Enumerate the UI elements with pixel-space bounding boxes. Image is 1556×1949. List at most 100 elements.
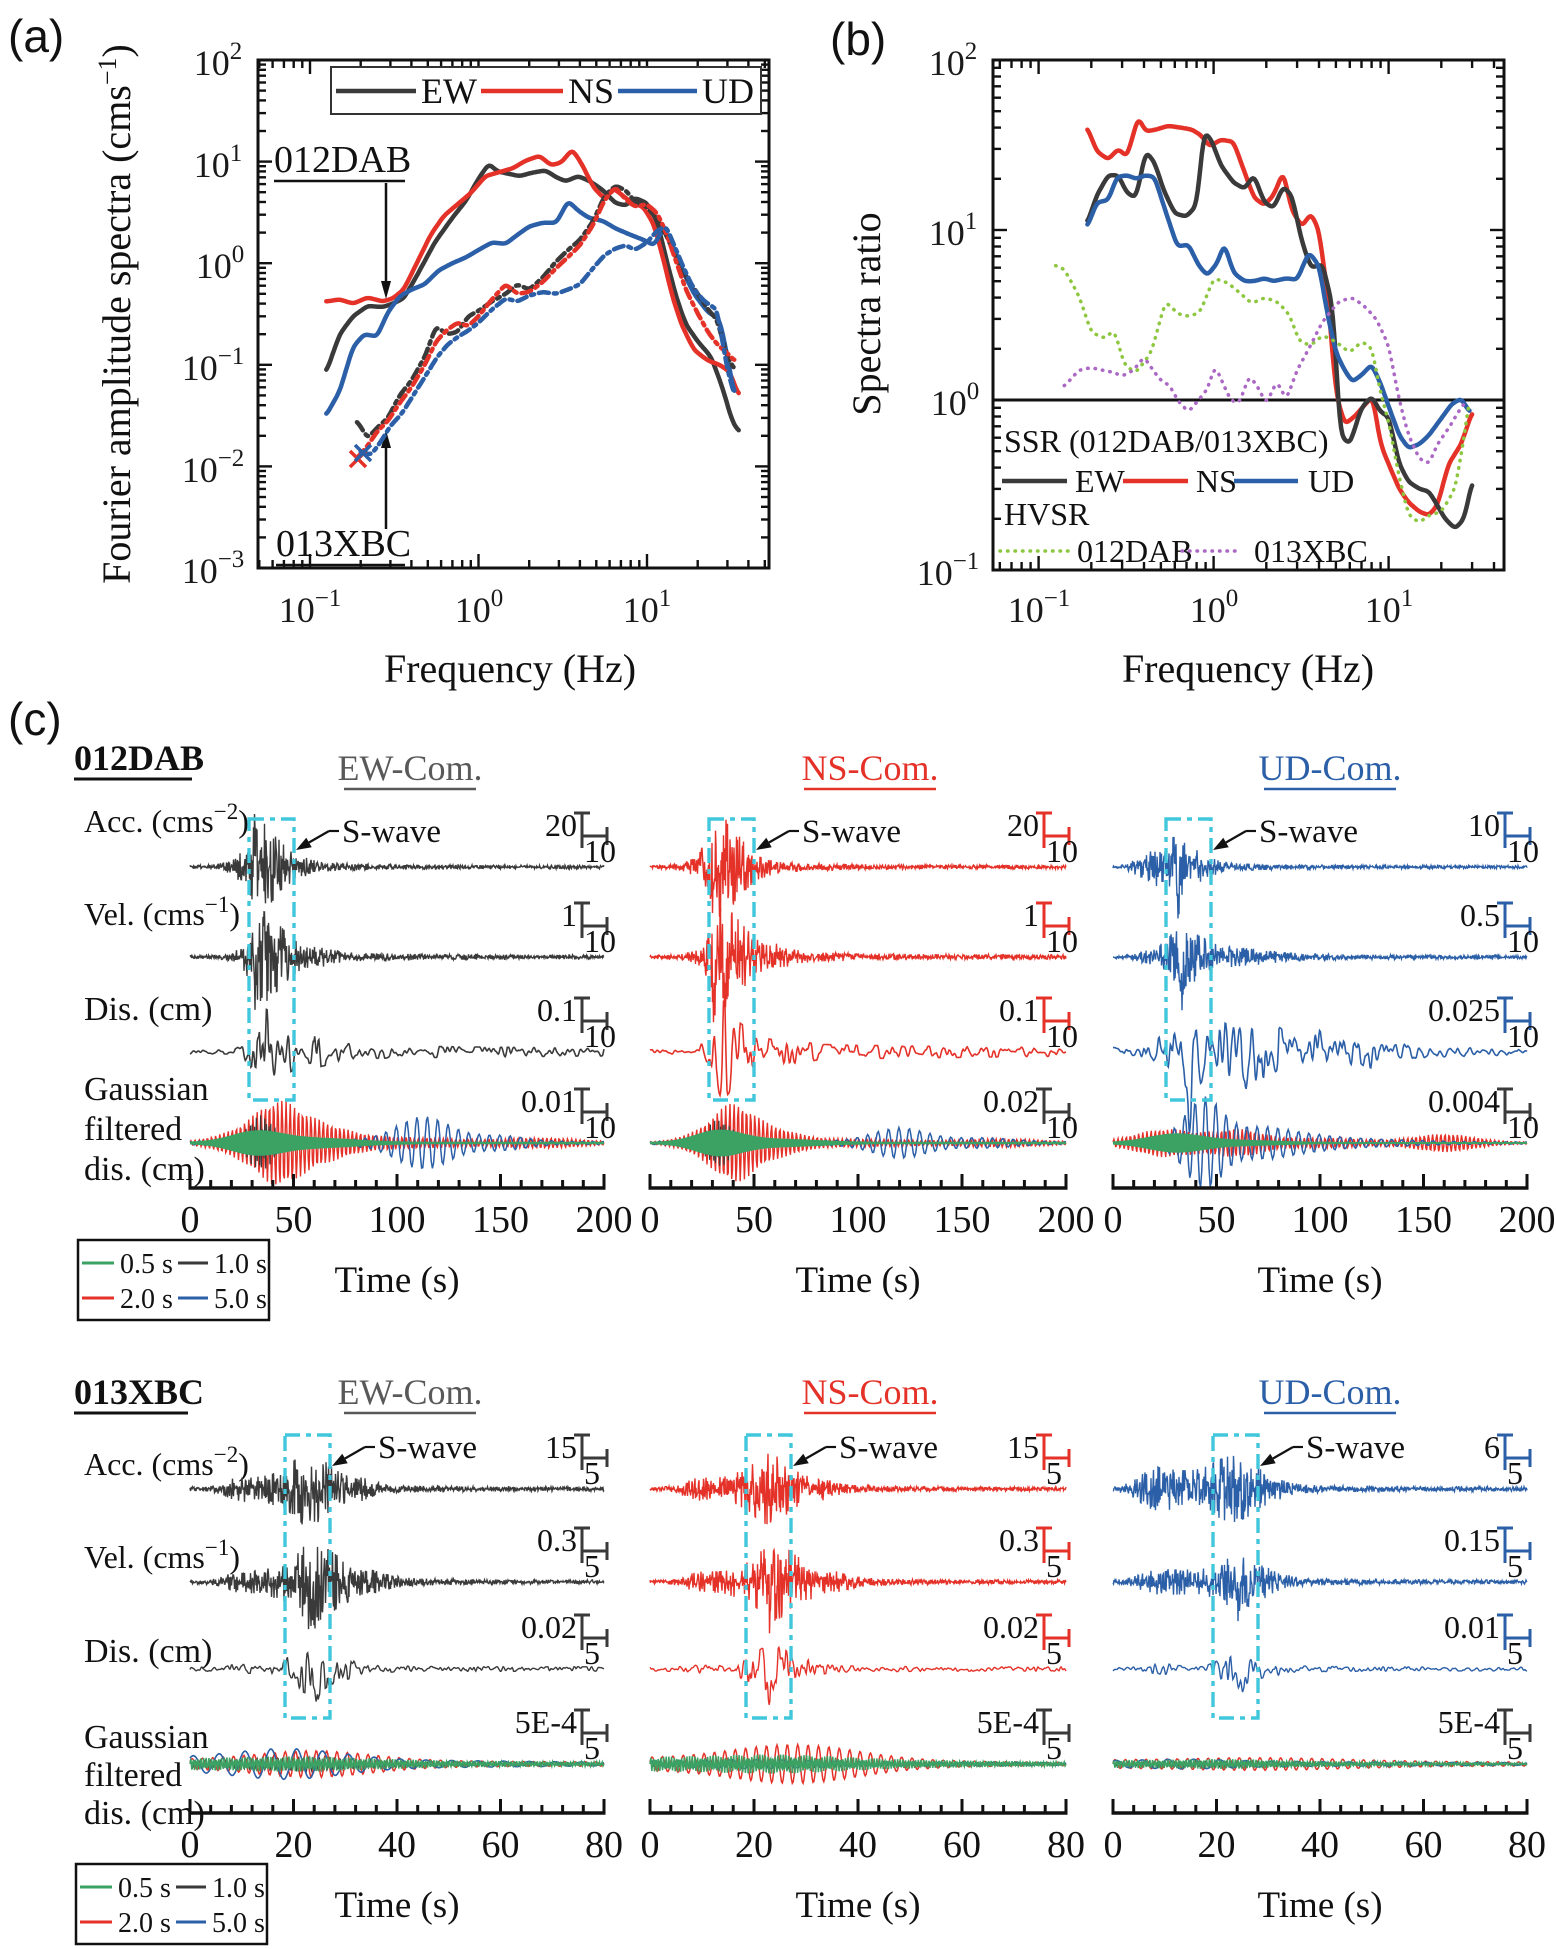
svg-text:10: 10: [1046, 1109, 1078, 1145]
svg-text:5E-4: 5E-4: [1438, 1704, 1500, 1740]
svg-text:0.004: 0.004: [1428, 1083, 1500, 1119]
svg-text:15: 15: [1007, 1429, 1039, 1465]
svg-text:Fourier amplitude spectra (cms: Fourier amplitude spectra (cms−1): [93, 44, 139, 584]
svg-text:10: 10: [584, 1018, 616, 1054]
svg-text:5E-4: 5E-4: [515, 1704, 577, 1740]
svg-text:1: 1: [561, 897, 577, 933]
svg-text:60: 60: [1405, 1824, 1443, 1866]
svg-text:dis. (cm): dis. (cm): [84, 1151, 205, 1188]
svg-text:Dis. (cm): Dis. (cm): [84, 1633, 212, 1670]
svg-text:10: 10: [1507, 923, 1539, 959]
svg-text:UD-Com.: UD-Com.: [1259, 1372, 1402, 1412]
svg-text:0.1: 0.1: [537, 992, 577, 1028]
svg-text:5.0 s: 5.0 s: [214, 1284, 267, 1315]
svg-text:dis. (cm): dis. (cm): [84, 1795, 205, 1832]
svg-text:10−3: 10−3: [182, 546, 245, 591]
svg-text:012DAB: 012DAB: [1077, 533, 1193, 569]
svg-text:150: 150: [1395, 1199, 1452, 1241]
svg-text:5: 5: [584, 1730, 600, 1766]
svg-text:40: 40: [378, 1824, 416, 1866]
svg-text:0: 0: [1104, 1199, 1123, 1241]
svg-text:10: 10: [1468, 807, 1500, 843]
svg-text:100: 100: [1292, 1199, 1349, 1241]
svg-text:5: 5: [1046, 1635, 1062, 1671]
svg-text:0.1: 0.1: [999, 992, 1039, 1028]
svg-text:5: 5: [1507, 1730, 1523, 1766]
svg-text:0.3: 0.3: [999, 1522, 1039, 1558]
svg-text:(c): (c): [8, 693, 62, 745]
svg-text:UD: UD: [1308, 463, 1354, 499]
svg-text:10: 10: [584, 833, 616, 869]
svg-text:0.3: 0.3: [537, 1522, 577, 1558]
svg-text:5E-4: 5E-4: [977, 1704, 1039, 1740]
svg-text:0.02: 0.02: [521, 1609, 577, 1645]
svg-text:Time (s): Time (s): [1257, 1260, 1382, 1301]
svg-text:0: 0: [181, 1824, 200, 1866]
svg-text:(b): (b): [830, 13, 886, 65]
svg-text:101: 101: [623, 585, 672, 630]
svg-text:5: 5: [1507, 1548, 1523, 1584]
svg-text:0.025: 0.025: [1428, 992, 1500, 1028]
svg-text:0.02: 0.02: [983, 1609, 1039, 1645]
svg-text:0: 0: [1104, 1824, 1123, 1866]
svg-text:NS: NS: [568, 71, 614, 111]
svg-text:0.5 s: 0.5 s: [120, 1249, 173, 1280]
svg-text:5: 5: [1507, 1635, 1523, 1671]
svg-text:NS: NS: [1196, 463, 1237, 499]
svg-text:10: 10: [1507, 1018, 1539, 1054]
svg-text:10: 10: [1046, 1018, 1078, 1054]
svg-text:HVSR: HVSR: [1004, 496, 1090, 532]
svg-text:EW-Com.: EW-Com.: [338, 1372, 483, 1412]
svg-text:200: 200: [1038, 1199, 1095, 1241]
svg-text:Time (s): Time (s): [1257, 1885, 1382, 1926]
svg-text:6: 6: [1484, 1429, 1500, 1465]
svg-text:0: 0: [181, 1199, 200, 1241]
svg-text:EW: EW: [421, 71, 477, 111]
svg-text:10: 10: [1046, 833, 1078, 869]
svg-text:Gaussian: Gaussian: [84, 1719, 209, 1756]
svg-text:filtered: filtered: [84, 1111, 182, 1148]
svg-text:S-wave: S-wave: [1259, 814, 1358, 850]
svg-text:S-wave: S-wave: [342, 814, 441, 850]
svg-text:20: 20: [275, 1824, 313, 1866]
svg-text:20: 20: [1007, 807, 1039, 843]
svg-text:100: 100: [369, 1199, 426, 1241]
svg-text:150: 150: [472, 1199, 529, 1241]
svg-text:0.5: 0.5: [1460, 897, 1500, 933]
svg-text:0.01: 0.01: [521, 1083, 577, 1119]
svg-text:0.15: 0.15: [1444, 1522, 1500, 1558]
svg-text:100: 100: [830, 1199, 887, 1241]
svg-text:20: 20: [1198, 1824, 1236, 1866]
svg-text:Frequency (Hz): Frequency (Hz): [384, 646, 636, 691]
svg-text:2.0 s: 2.0 s: [120, 1284, 173, 1315]
svg-text:10: 10: [584, 923, 616, 959]
svg-text:0.02: 0.02: [983, 1083, 1039, 1119]
svg-text:80: 80: [585, 1824, 623, 1866]
svg-text:filtered: filtered: [84, 1757, 182, 1794]
svg-text:10−1: 10−1: [279, 585, 342, 630]
svg-text:(a): (a): [8, 10, 64, 62]
svg-text:Vel. (cms−1): Vel. (cms−1): [84, 1535, 240, 1575]
svg-text:0.5 s: 0.5 s: [118, 1873, 171, 1904]
svg-text:10: 10: [1507, 833, 1539, 869]
svg-text:Time (s): Time (s): [334, 1260, 459, 1301]
svg-text:5: 5: [1046, 1548, 1062, 1584]
svg-text:50: 50: [275, 1199, 313, 1241]
svg-text:Dis. (cm): Dis. (cm): [84, 991, 212, 1028]
svg-text:EW-Com.: EW-Com.: [338, 748, 483, 788]
svg-text:5: 5: [1046, 1730, 1062, 1766]
svg-text:40: 40: [1301, 1824, 1339, 1866]
svg-text:20: 20: [735, 1824, 773, 1866]
svg-text:1.0 s: 1.0 s: [212, 1873, 265, 1904]
svg-text:15: 15: [545, 1429, 577, 1465]
svg-text:S-wave: S-wave: [839, 1430, 938, 1466]
svg-text:Gaussian: Gaussian: [84, 1071, 209, 1108]
svg-text:Frequency (Hz): Frequency (Hz): [1122, 646, 1374, 691]
svg-text:20: 20: [545, 807, 577, 843]
svg-text:NS-Com.: NS-Com.: [801, 1372, 938, 1412]
svg-text:013XBC: 013XBC: [1254, 533, 1368, 569]
svg-text:60: 60: [943, 1824, 981, 1866]
svg-text:40: 40: [839, 1824, 877, 1866]
svg-text:Time (s): Time (s): [795, 1885, 920, 1926]
svg-text:50: 50: [735, 1199, 773, 1241]
